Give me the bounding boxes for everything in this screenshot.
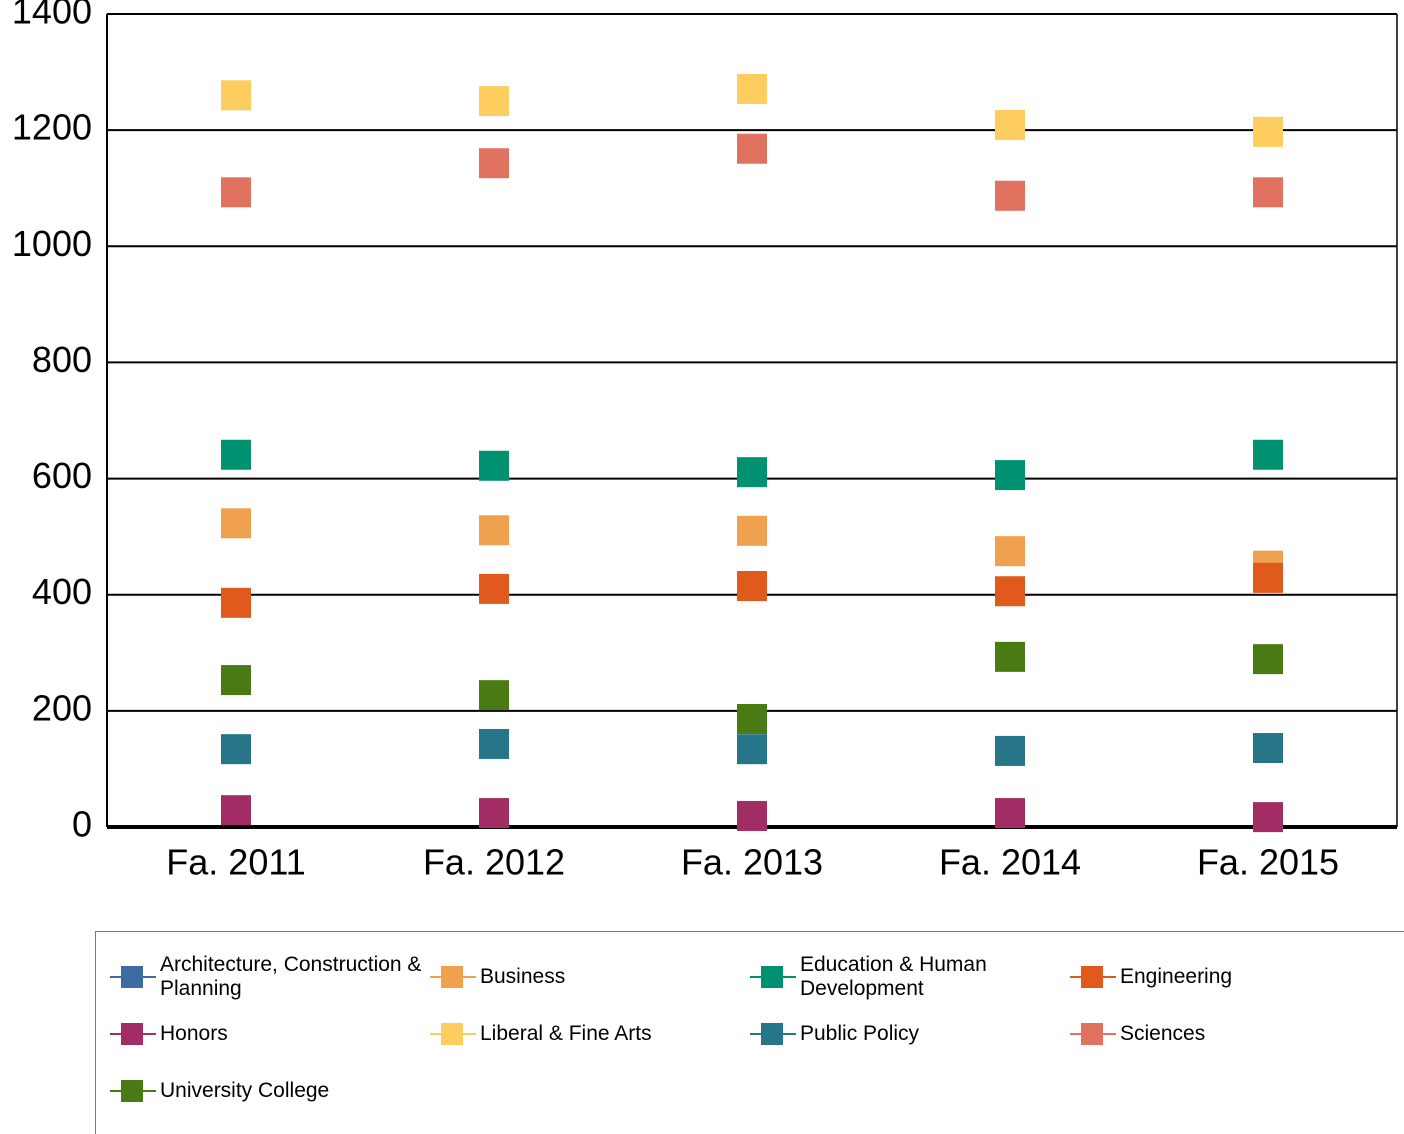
legend-label: Sciences <box>1120 1022 1206 1045</box>
marker <box>737 133 767 164</box>
y-tick-label: 0 <box>72 804 92 845</box>
legend-swatch <box>110 1023 156 1045</box>
legend-item: University College <box>110 1066 422 1116</box>
legend-label: Engineering <box>1120 965 1233 988</box>
marker <box>1253 644 1283 675</box>
marker <box>221 665 251 696</box>
y-tick-label: 400 <box>32 571 92 612</box>
y-tick-label: 600 <box>32 455 92 496</box>
legend-swatch <box>430 966 476 988</box>
marker <box>1253 802 1283 833</box>
marker <box>995 641 1025 672</box>
legend-swatch <box>110 1080 156 1102</box>
legend: Architecture, Construction & Planning Bus… <box>95 931 1404 1134</box>
legend-swatch <box>750 966 796 988</box>
marker <box>737 457 767 488</box>
legend-marker <box>441 1023 463 1045</box>
marker <box>995 109 1025 140</box>
legend-item: Education & Human Development <box>750 952 1062 1002</box>
marker <box>995 536 1025 567</box>
legend-swatch <box>430 1023 476 1045</box>
marker <box>1253 439 1283 470</box>
legend-item: Sciences <box>1070 1009 1382 1059</box>
legend-marker <box>761 966 783 988</box>
legend-label: Education & Human Development <box>800 953 987 1000</box>
marker <box>221 508 251 539</box>
marker <box>479 450 509 481</box>
marker <box>479 573 509 604</box>
legend-marker <box>441 966 463 988</box>
legend-marker <box>1081 1023 1103 1045</box>
marker <box>1253 733 1283 764</box>
legend-item: Architecture, Construction & Planning <box>110 952 422 1002</box>
legend-marker <box>761 1023 783 1045</box>
y-tick-label: 800 <box>32 339 92 380</box>
x-tick-label: Fa. 2011 <box>166 842 305 883</box>
x-tick-label: Fa. 2013 <box>681 842 823 883</box>
marker <box>221 734 251 765</box>
legend-swatch <box>1070 966 1116 988</box>
legend-label: Business <box>480 965 566 988</box>
legend-item: Honors <box>110 1009 422 1059</box>
legend-swatch <box>1070 1023 1116 1045</box>
marker <box>737 515 767 546</box>
marker <box>1253 562 1283 593</box>
marker <box>221 587 251 618</box>
legend-swatch <box>750 1023 796 1045</box>
marker <box>221 80 251 111</box>
y-tick-label: 1200 <box>12 107 92 148</box>
legend-item: Liberal & Fine Arts <box>430 1009 742 1059</box>
marker <box>1253 116 1283 147</box>
marker <box>737 571 767 602</box>
legend-label: Honors <box>160 1022 228 1045</box>
legend-marker <box>121 1023 143 1045</box>
marker <box>737 734 767 765</box>
marker <box>995 180 1025 211</box>
marker <box>1253 177 1283 208</box>
legend-item: Business <box>430 952 742 1002</box>
legend-label: Public Policy <box>800 1022 920 1045</box>
marker <box>737 73 767 104</box>
legend-label: Architecture, Construction & Planning <box>160 953 422 1000</box>
legend-marker <box>1081 966 1103 988</box>
x-tick-label: Fa. 2012 <box>423 842 565 883</box>
marker <box>479 86 509 117</box>
marker <box>479 148 509 179</box>
marker <box>479 798 509 829</box>
marker <box>995 460 1025 491</box>
marker <box>995 798 1025 829</box>
marker <box>221 795 251 826</box>
marker <box>479 680 509 711</box>
marker <box>479 515 509 546</box>
marker <box>221 177 251 208</box>
legend-marker <box>121 1080 143 1102</box>
legend-marker <box>121 966 143 988</box>
legend-label: Liberal & Fine Arts <box>480 1022 652 1045</box>
marker <box>479 728 509 759</box>
legend-item: Public Policy <box>750 1009 1062 1059</box>
y-tick-label: 1400 <box>12 0 92 32</box>
y-tick-label: 200 <box>32 687 92 728</box>
y-tick-label: 1000 <box>12 223 92 264</box>
legend-label: University College <box>160 1079 330 1102</box>
legend-item: Engineering <box>1070 952 1382 1002</box>
marker <box>737 800 767 831</box>
marker <box>995 576 1025 607</box>
x-tick-label: Fa. 2015 <box>1197 842 1339 883</box>
marker <box>221 439 251 470</box>
x-tick-label: Fa. 2014 <box>939 842 1081 883</box>
marker <box>995 735 1025 766</box>
marker <box>737 703 767 734</box>
legend-swatch <box>110 966 156 988</box>
